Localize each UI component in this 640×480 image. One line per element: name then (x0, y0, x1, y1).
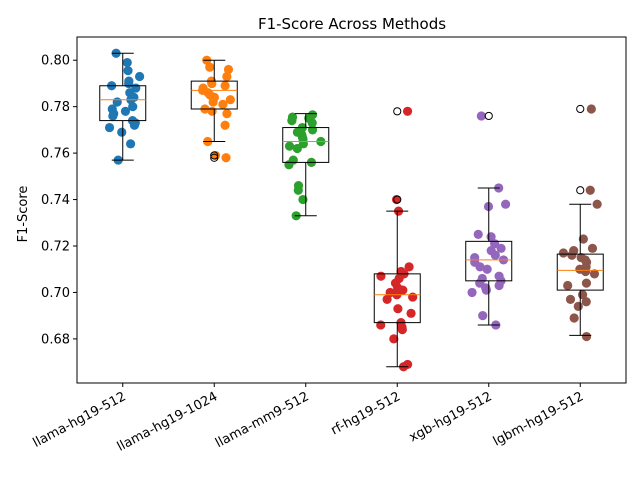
outlier-marker (576, 104, 585, 114)
data-point (128, 102, 138, 112)
plot-area: 0.680.700.720.740.760.780.80llama-hg19-5… (31, 48, 604, 455)
data-point (500, 199, 511, 209)
data-point (580, 266, 591, 277)
data-point (406, 308, 416, 318)
outlier-marker (210, 153, 219, 162)
data-point (376, 271, 386, 281)
data-point (473, 229, 483, 239)
x-tick-label: xgb-hg19-512 (407, 389, 495, 445)
y-tick-label: 0.80 (41, 54, 70, 69)
y-tick-label: 0.74 (41, 193, 70, 208)
data-point (589, 269, 600, 279)
data-point (207, 78, 217, 89)
x-tick-label: llama-mm9-512 (213, 389, 312, 451)
data-point (123, 66, 133, 76)
data-point (207, 106, 217, 116)
box-iqr (190, 80, 238, 110)
data-point (376, 320, 386, 330)
data-point (220, 120, 230, 130)
data-point (205, 62, 215, 72)
data-point (478, 311, 488, 321)
data-point (496, 243, 506, 253)
data-point (573, 301, 583, 311)
y-tick-label: 0.76 (41, 147, 70, 162)
data-point (307, 125, 318, 135)
data-point (218, 99, 228, 109)
data-point (284, 141, 295, 151)
data-point (408, 292, 418, 302)
data-point (129, 120, 140, 130)
data-point (221, 153, 231, 163)
data-point (581, 331, 592, 342)
chart-title: F1-Score Across Methods (258, 15, 446, 33)
data-point (292, 143, 302, 154)
data-point (126, 139, 136, 149)
data-point (467, 287, 477, 298)
y-tick-label: 0.70 (41, 286, 70, 301)
data-point (222, 109, 232, 119)
data-point (490, 250, 500, 260)
data-point (494, 280, 504, 291)
data-point (569, 313, 579, 323)
x-tick-label: lgbm-hg19-512 (491, 389, 586, 449)
data-point (481, 285, 491, 295)
data-point (382, 294, 392, 305)
x-tick-label: llama-hg19-1024 (115, 389, 220, 455)
data-point (287, 115, 297, 126)
data-point (585, 185, 595, 195)
data-point (404, 262, 414, 272)
plot-frame (76, 36, 627, 384)
data-point (208, 97, 218, 107)
data-point (135, 71, 145, 82)
data-point (393, 304, 403, 314)
box-iqr (282, 127, 330, 163)
data-point (225, 95, 235, 105)
x-tick-label: rf-hg19-512 (329, 389, 404, 438)
data-point (475, 262, 485, 272)
outlier-marker (484, 111, 493, 121)
data-point (122, 57, 132, 68)
box-iqr (373, 273, 421, 324)
data-point (476, 111, 486, 121)
data-point (307, 118, 317, 128)
data-point (586, 104, 596, 114)
data-point (223, 64, 234, 75)
box-iqr (99, 85, 147, 122)
data-point (578, 234, 588, 244)
data-point (284, 160, 294, 170)
box-iqr (465, 240, 513, 282)
data-point (108, 111, 118, 121)
data-point (563, 280, 573, 291)
data-point (222, 71, 232, 82)
data-point (117, 127, 127, 137)
data-point (592, 199, 602, 209)
y-tick-label: 0.68 (41, 332, 70, 347)
data-point (581, 297, 591, 307)
data-point (397, 324, 407, 335)
data-point (120, 106, 131, 116)
y-tick-label: 0.72 (41, 239, 70, 254)
data-point (581, 278, 592, 288)
data-point (482, 264, 492, 274)
outlier-marker (393, 107, 402, 116)
outlier-marker (210, 151, 219, 160)
y-axis-label: F1-Score (16, 186, 31, 243)
box-iqr (556, 253, 604, 291)
data-point (104, 122, 115, 133)
data-point (567, 250, 577, 260)
outlier-marker (393, 195, 402, 204)
y-tick-label: 0.78 (41, 100, 70, 115)
data-point (402, 106, 413, 116)
data-point (565, 294, 576, 305)
data-point (293, 185, 303, 195)
data-point (220, 81, 230, 91)
outlier-marker (576, 186, 585, 195)
data-point (587, 243, 598, 253)
data-point (389, 334, 399, 344)
data-point (558, 248, 569, 258)
